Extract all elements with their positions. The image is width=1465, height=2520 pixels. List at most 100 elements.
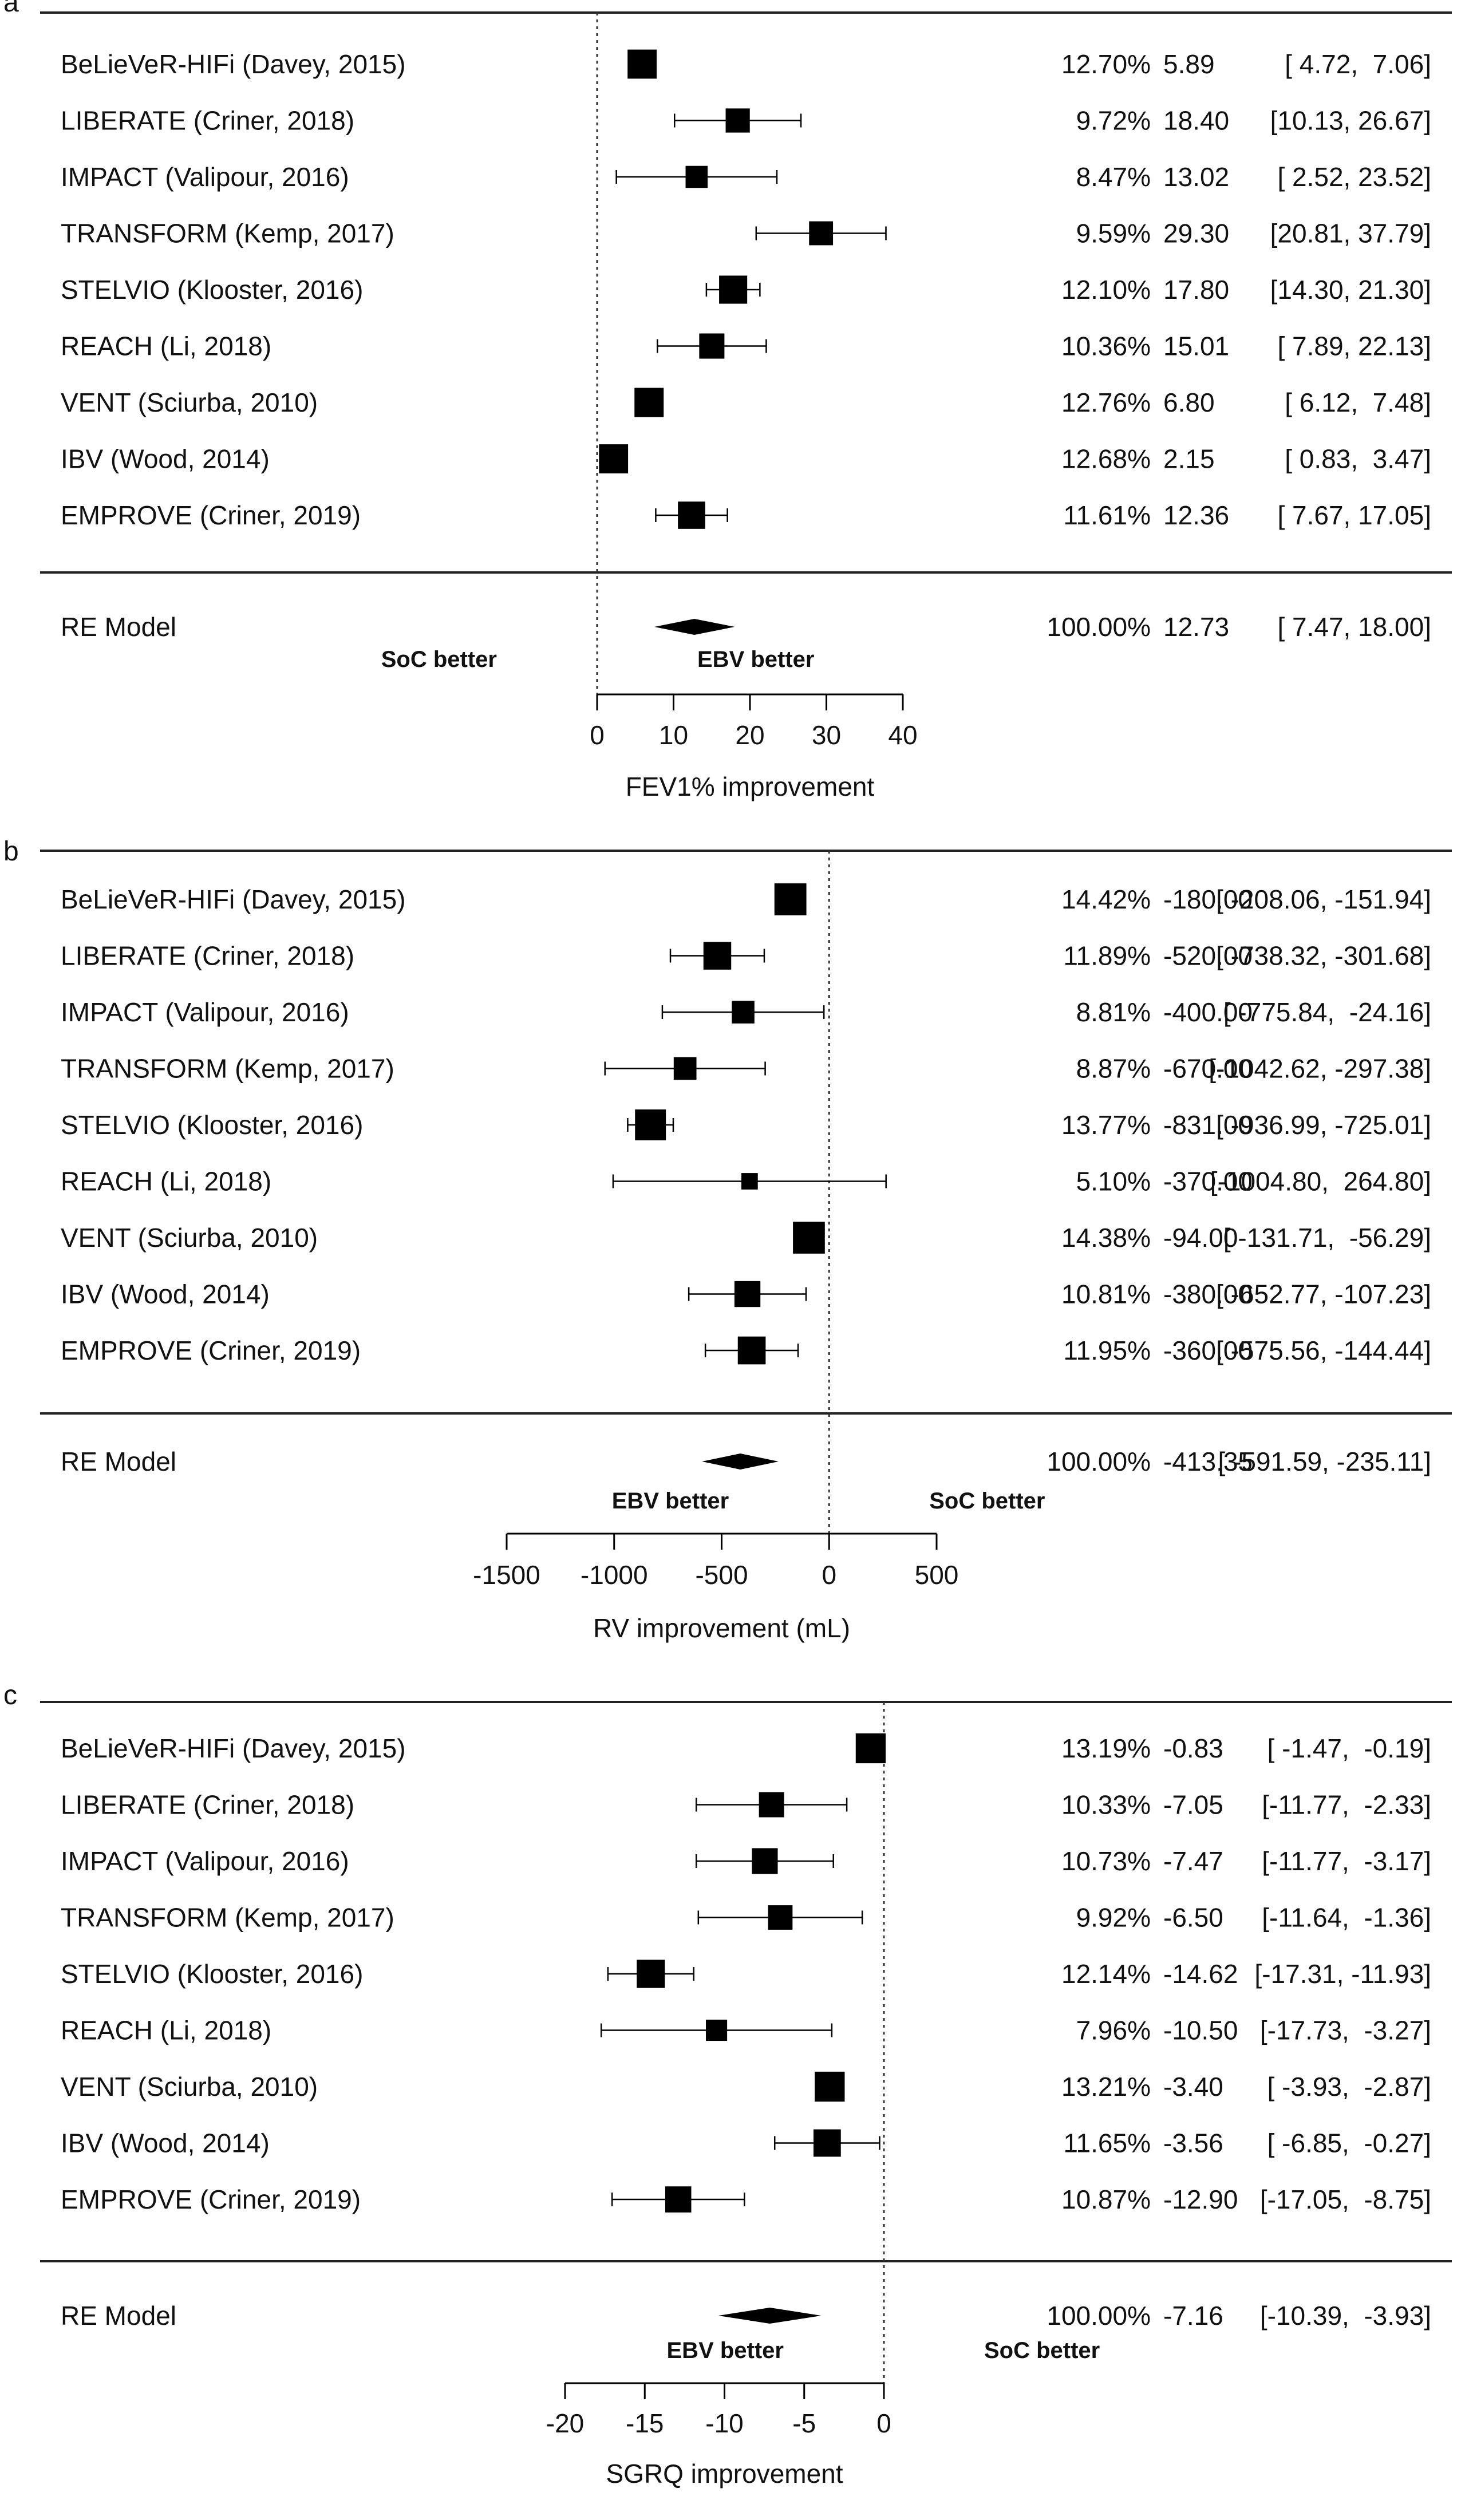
effect-square bbox=[793, 1222, 825, 1254]
weight-label: 11.61% bbox=[1063, 500, 1151, 530]
study-row: IMPACT (Valipour, 2016) 8.47% 13.02 [ 2.52,… bbox=[61, 162, 1431, 192]
estimate-label: -7.47 bbox=[1163, 1846, 1223, 1876]
weight-label: 100.00% bbox=[1047, 1447, 1151, 1476]
summary-diamond bbox=[718, 2308, 822, 2324]
ci-label: [ -575.56, -144.44] bbox=[1216, 1336, 1431, 1365]
x-tick-label: 0 bbox=[590, 720, 605, 750]
ci-label: [ -652.77, -107.23] bbox=[1216, 1279, 1431, 1309]
weight-label: 10.81% bbox=[1061, 1279, 1151, 1309]
right-favour-note: SoC better bbox=[929, 1488, 1045, 1514]
x-tick-label: -10 bbox=[705, 2408, 743, 2438]
weight-label: 8.47% bbox=[1076, 162, 1151, 192]
study-row: BeLieVeR-HIFi (Davey, 2015) 13.19% -0.83 [ … bbox=[61, 1733, 1431, 1764]
ci-label: [ -208.06, -151.94] bbox=[1216, 884, 1431, 914]
study-label: EMPROVE (Criner, 2019) bbox=[61, 2185, 361, 2214]
weight-label: 13.77% bbox=[1061, 1110, 1151, 1140]
panel-letter: a bbox=[3, 0, 19, 18]
study-row: LIBERATE (Criner, 2018) 9.72% 18.40 [10.13,… bbox=[61, 106, 1431, 136]
x-tick-label: 40 bbox=[888, 720, 917, 750]
study-row: IMPACT (Valipour, 2016) 8.81% -400.00[ -77… bbox=[61, 997, 1431, 1027]
study-row: STELVIO (Klooster, 2016) 13.77% -831.00[ -… bbox=[61, 1109, 1431, 1140]
estimate-label: -3.56 bbox=[1163, 2128, 1223, 2158]
x-tick-label: 30 bbox=[812, 720, 841, 750]
weight-label: 100.00% bbox=[1047, 2301, 1151, 2331]
study-row: EMPROVE (Criner, 2019) 10.87% -12.90 [-17.0… bbox=[61, 2185, 1431, 2214]
ci-label: [-11.77, -2.33] bbox=[1262, 1790, 1431, 1820]
forest-plot-svg: a BeLieVeR-HIFi (Davey, 2015) 12.70% 5.89 [ … bbox=[3, 0, 1452, 801]
estimate-label: -3.40 bbox=[1163, 2072, 1223, 2102]
ci-label: [ -591.59, -235.11] bbox=[1218, 1447, 1431, 1476]
x-tick-label: 500 bbox=[915, 1560, 959, 1590]
x-tick-label: 10 bbox=[659, 720, 688, 750]
ci-label: [ -738.32, -301.68] bbox=[1216, 941, 1431, 971]
forest-panel-c: c BeLieVeR-HIFi (Davey, 2015) 13.19% -0.83 [… bbox=[0, 1680, 1465, 2520]
ci-label: [ -131.71, -56.29] bbox=[1223, 1223, 1431, 1253]
effect-square bbox=[706, 2019, 728, 2041]
weight-label: 8.81% bbox=[1076, 997, 1151, 1027]
effect-square bbox=[725, 108, 750, 133]
summary-label: RE Model bbox=[61, 612, 176, 642]
forest-plot-svg: c BeLieVeR-HIFi (Davey, 2015) 13.19% -0.83 [… bbox=[3, 1680, 1452, 2489]
x-axis-label: RV improvement (mL) bbox=[593, 1613, 850, 1643]
study-row: VENT (Sciurba, 2010) 14.38% -94.00[ -131.7… bbox=[61, 1222, 1431, 1254]
weight-label: 100.00% bbox=[1047, 612, 1151, 642]
effect-square bbox=[752, 1848, 778, 1874]
study-row: STELVIO (Klooster, 2016) 12.14% -14.62 [-17… bbox=[61, 1959, 1431, 1989]
estimate-label: 2.15 bbox=[1163, 444, 1215, 474]
study-label: REACH (Li, 2018) bbox=[61, 1167, 271, 1196]
study-label: IMPACT (Valipour, 2016) bbox=[61, 997, 349, 1027]
weight-label: 11.65% bbox=[1063, 2128, 1151, 2158]
estimate-label: -12.90 bbox=[1163, 2185, 1238, 2214]
study-row: EMPROVE (Criner, 2019) 11.95% -360.00[ -57… bbox=[61, 1336, 1431, 1365]
summary-diamond bbox=[702, 1453, 779, 1470]
effect-square bbox=[635, 1109, 666, 1140]
study-row: BeLieVeR-HIFi (Davey, 2015) 14.42% -180.00… bbox=[61, 883, 1431, 915]
ci-label: [ -775.84, -24.16] bbox=[1223, 997, 1431, 1027]
study-label: BeLieVeR-HIFi (Davey, 2015) bbox=[61, 49, 406, 79]
ci-label: [ 0.83, 3.47] bbox=[1285, 444, 1431, 474]
right-favour-note: SoC better bbox=[984, 2338, 1100, 2363]
ci-label: [ 7.89, 22.13] bbox=[1277, 331, 1431, 361]
study-label: EMPROVE (Criner, 2019) bbox=[61, 1336, 361, 1365]
summary-row: RE Model 100.00% -413.35[ -591.59, -235.11… bbox=[61, 1447, 1431, 1476]
ci-label: [-17.31, -11.93] bbox=[1254, 1959, 1431, 1989]
estimate-label: 12.36 bbox=[1163, 500, 1229, 530]
study-row: LIBERATE (Criner, 2018) 10.33% -7.05 [-11.7… bbox=[61, 1790, 1431, 1820]
study-label: STELVIO (Klooster, 2016) bbox=[61, 275, 363, 305]
weight-label: 12.14% bbox=[1061, 1959, 1151, 1989]
ci-label: [ 6.12, 7.48] bbox=[1285, 388, 1431, 417]
summary-row: RE Model 100.00% 12.73 [ 7.47, 18.00] bbox=[61, 612, 1431, 642]
estimate-label: -6.50 bbox=[1163, 1903, 1223, 1933]
weight-label: 10.36% bbox=[1061, 331, 1151, 361]
ci-label: [14.30, 21.30] bbox=[1270, 275, 1431, 305]
effect-square bbox=[741, 1173, 758, 1190]
effect-square bbox=[637, 1960, 665, 1988]
weight-label: 9.92% bbox=[1076, 1903, 1151, 1933]
x-tick-label: -1000 bbox=[581, 1560, 648, 1590]
summary-label: RE Model bbox=[61, 1447, 176, 1476]
estimate-label: 13.02 bbox=[1163, 162, 1229, 192]
study-label: IBV (Wood, 2014) bbox=[61, 444, 270, 474]
summary-diamond bbox=[654, 619, 735, 635]
x-tick-label: 0 bbox=[876, 2408, 891, 2438]
study-row: STELVIO (Klooster, 2016) 12.10% 17.80 [14.3… bbox=[61, 275, 1431, 305]
left-favour-note: SoC better bbox=[381, 647, 497, 672]
right-favour-note: EBV better bbox=[697, 647, 815, 672]
weight-label: 13.21% bbox=[1061, 2072, 1151, 2102]
study-row: IBV (Wood, 2014) 10.81% -380.00[ -652.77, … bbox=[61, 1279, 1431, 1309]
study-label: TRANSFORM (Kemp, 2017) bbox=[61, 1054, 394, 1084]
weight-label: 8.87% bbox=[1076, 1054, 1151, 1084]
effect-square bbox=[703, 942, 732, 970]
effect-square bbox=[678, 501, 705, 529]
x-tick-label: -5 bbox=[792, 2408, 816, 2438]
effect-square bbox=[673, 1057, 697, 1080]
ci-label: [-11.64, -1.36] bbox=[1262, 1903, 1431, 1933]
forest-panel-b: b BeLieVeR-HIFi (Davey, 2015) 14.42% -180.0… bbox=[0, 840, 1465, 1680]
estimate-label: -520.00 bbox=[1163, 941, 1253, 971]
study-row: REACH (Li, 2018) 10.36% 15.01 [ 7.89, 22.13… bbox=[61, 331, 1431, 361]
study-label: VENT (Sciurba, 2010) bbox=[61, 2072, 318, 2102]
ci-label: [-17.73, -3.27] bbox=[1260, 2016, 1431, 2045]
estimate-label: -10.50 bbox=[1163, 2016, 1238, 2045]
weight-label: 14.42% bbox=[1061, 884, 1151, 914]
effect-square bbox=[774, 883, 807, 915]
